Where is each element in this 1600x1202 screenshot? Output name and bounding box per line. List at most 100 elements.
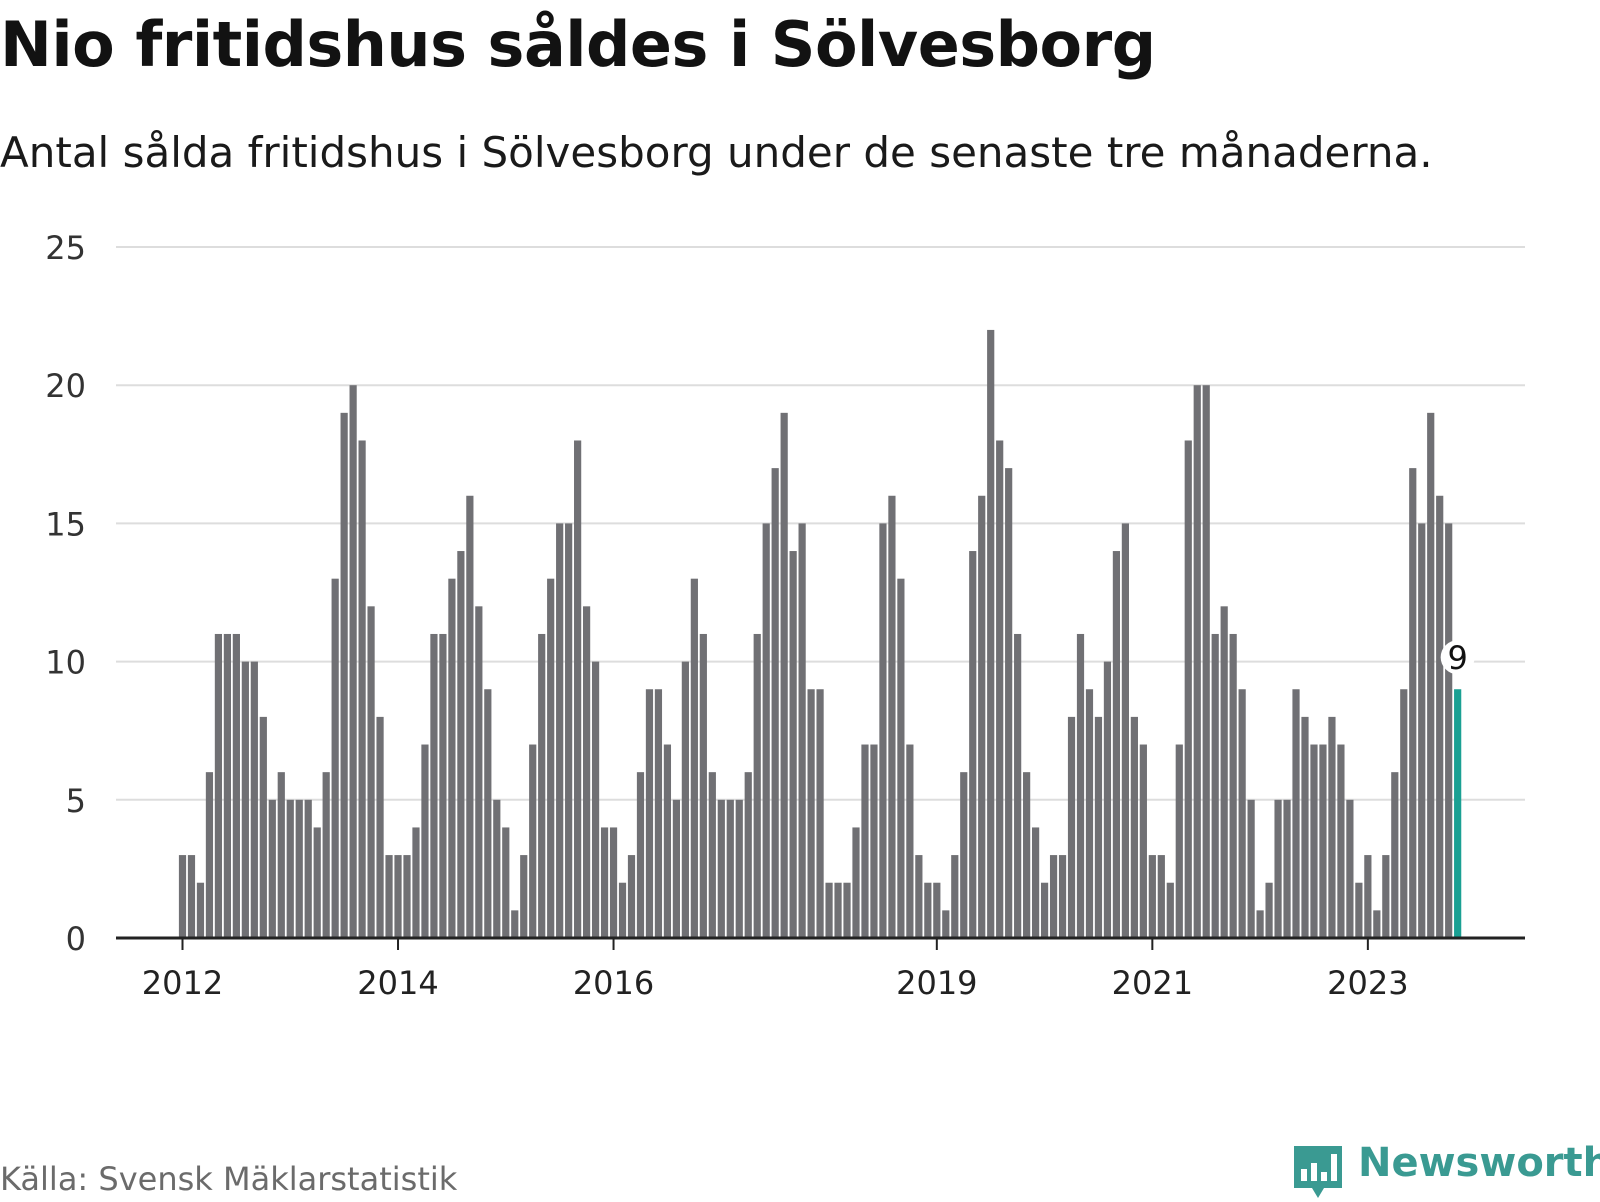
bar — [888, 495, 896, 938]
bar — [672, 799, 680, 938]
bar — [618, 882, 627, 938]
data-labels: 9 — [1440, 639, 1475, 677]
bar — [1409, 468, 1417, 938]
y-tick-label: 10 — [45, 644, 86, 682]
bar — [466, 495, 474, 938]
bar — [430, 633, 438, 938]
bar — [331, 578, 339, 938]
bar — [627, 855, 636, 938]
bar — [1049, 855, 1058, 938]
bar — [529, 744, 537, 938]
bar — [457, 551, 465, 938]
bar — [1364, 855, 1372, 938]
bar — [1391, 772, 1399, 938]
bar — [690, 578, 698, 938]
bar — [313, 827, 321, 938]
bar — [1014, 633, 1022, 938]
y-axis: 0 5 10 15 20 25 — [45, 229, 86, 958]
bar — [187, 855, 196, 938]
bar — [762, 523, 770, 938]
bar — [583, 606, 591, 938]
brand-logo: Newsworthy — [1290, 1140, 1600, 1200]
bar — [196, 882, 205, 938]
y-tick-label: 25 — [45, 229, 86, 267]
bar — [1157, 855, 1165, 938]
newsworthy-logo-icon — [1294, 1146, 1342, 1198]
bar — [250, 661, 258, 938]
bar — [978, 495, 986, 938]
bar — [304, 799, 312, 938]
bar — [879, 523, 887, 938]
bar — [933, 882, 941, 938]
bar — [807, 689, 815, 938]
bar — [1328, 716, 1336, 938]
bar — [1112, 551, 1121, 938]
x-tick-label: 2019 — [896, 964, 977, 1002]
y-tick-label: 20 — [45, 367, 86, 405]
x-tick-label: 2014 — [357, 964, 438, 1002]
bar — [1166, 882, 1174, 938]
bar — [367, 606, 375, 938]
bar — [1373, 910, 1381, 938]
bar — [259, 716, 267, 938]
bar — [699, 633, 707, 938]
bar — [1211, 633, 1219, 938]
bar — [1193, 385, 1201, 938]
bar — [1094, 716, 1103, 938]
bar — [286, 799, 294, 938]
bars — [178, 329, 1462, 939]
bar — [439, 633, 447, 938]
data-label-halo — [1440, 640, 1475, 675]
chart-title: Nio fritidshus såldes i Sölvesborg — [0, 8, 1156, 81]
bar — [1427, 412, 1435, 939]
bar — [1139, 744, 1147, 938]
bar — [214, 633, 223, 938]
bar — [493, 799, 501, 938]
bar — [771, 468, 779, 938]
bar — [654, 689, 663, 938]
bar — [277, 772, 285, 938]
bar — [825, 882, 833, 938]
bar — [1058, 855, 1067, 938]
bar — [915, 855, 923, 938]
bar — [556, 523, 564, 938]
bar — [744, 772, 752, 938]
bar — [178, 855, 187, 938]
bar — [708, 772, 716, 938]
bar — [852, 827, 860, 938]
bar — [358, 440, 366, 938]
bar — [520, 855, 528, 938]
bar — [1130, 716, 1138, 938]
bar — [1085, 689, 1094, 938]
bar — [412, 827, 420, 938]
bar — [996, 440, 1004, 938]
bar — [421, 744, 429, 938]
bar — [223, 633, 231, 938]
bar — [565, 523, 573, 938]
chart-subtitle: Antal sålda fritidshus i Sölvesborg unde… — [0, 128, 1433, 177]
bar — [1023, 772, 1031, 938]
bar — [448, 578, 456, 938]
bar — [1310, 744, 1318, 938]
bar — [547, 578, 555, 938]
x-tick-label: 2016 — [573, 964, 654, 1002]
bar — [349, 385, 357, 938]
bar — [1040, 882, 1049, 938]
bar — [663, 744, 672, 938]
bar — [951, 855, 959, 938]
bar — [942, 910, 950, 938]
bar — [394, 855, 402, 938]
bar — [1076, 633, 1085, 938]
bar — [268, 799, 276, 938]
bar — [1184, 440, 1192, 938]
bar — [1256, 910, 1264, 938]
bar — [322, 772, 330, 938]
bar — [1382, 855, 1390, 938]
bar — [798, 523, 806, 938]
bar — [1202, 385, 1210, 938]
bar — [205, 772, 214, 938]
y-tick-label: 0 — [66, 920, 86, 958]
bar — [834, 882, 842, 938]
bar — [789, 551, 797, 938]
bar — [1436, 495, 1444, 938]
